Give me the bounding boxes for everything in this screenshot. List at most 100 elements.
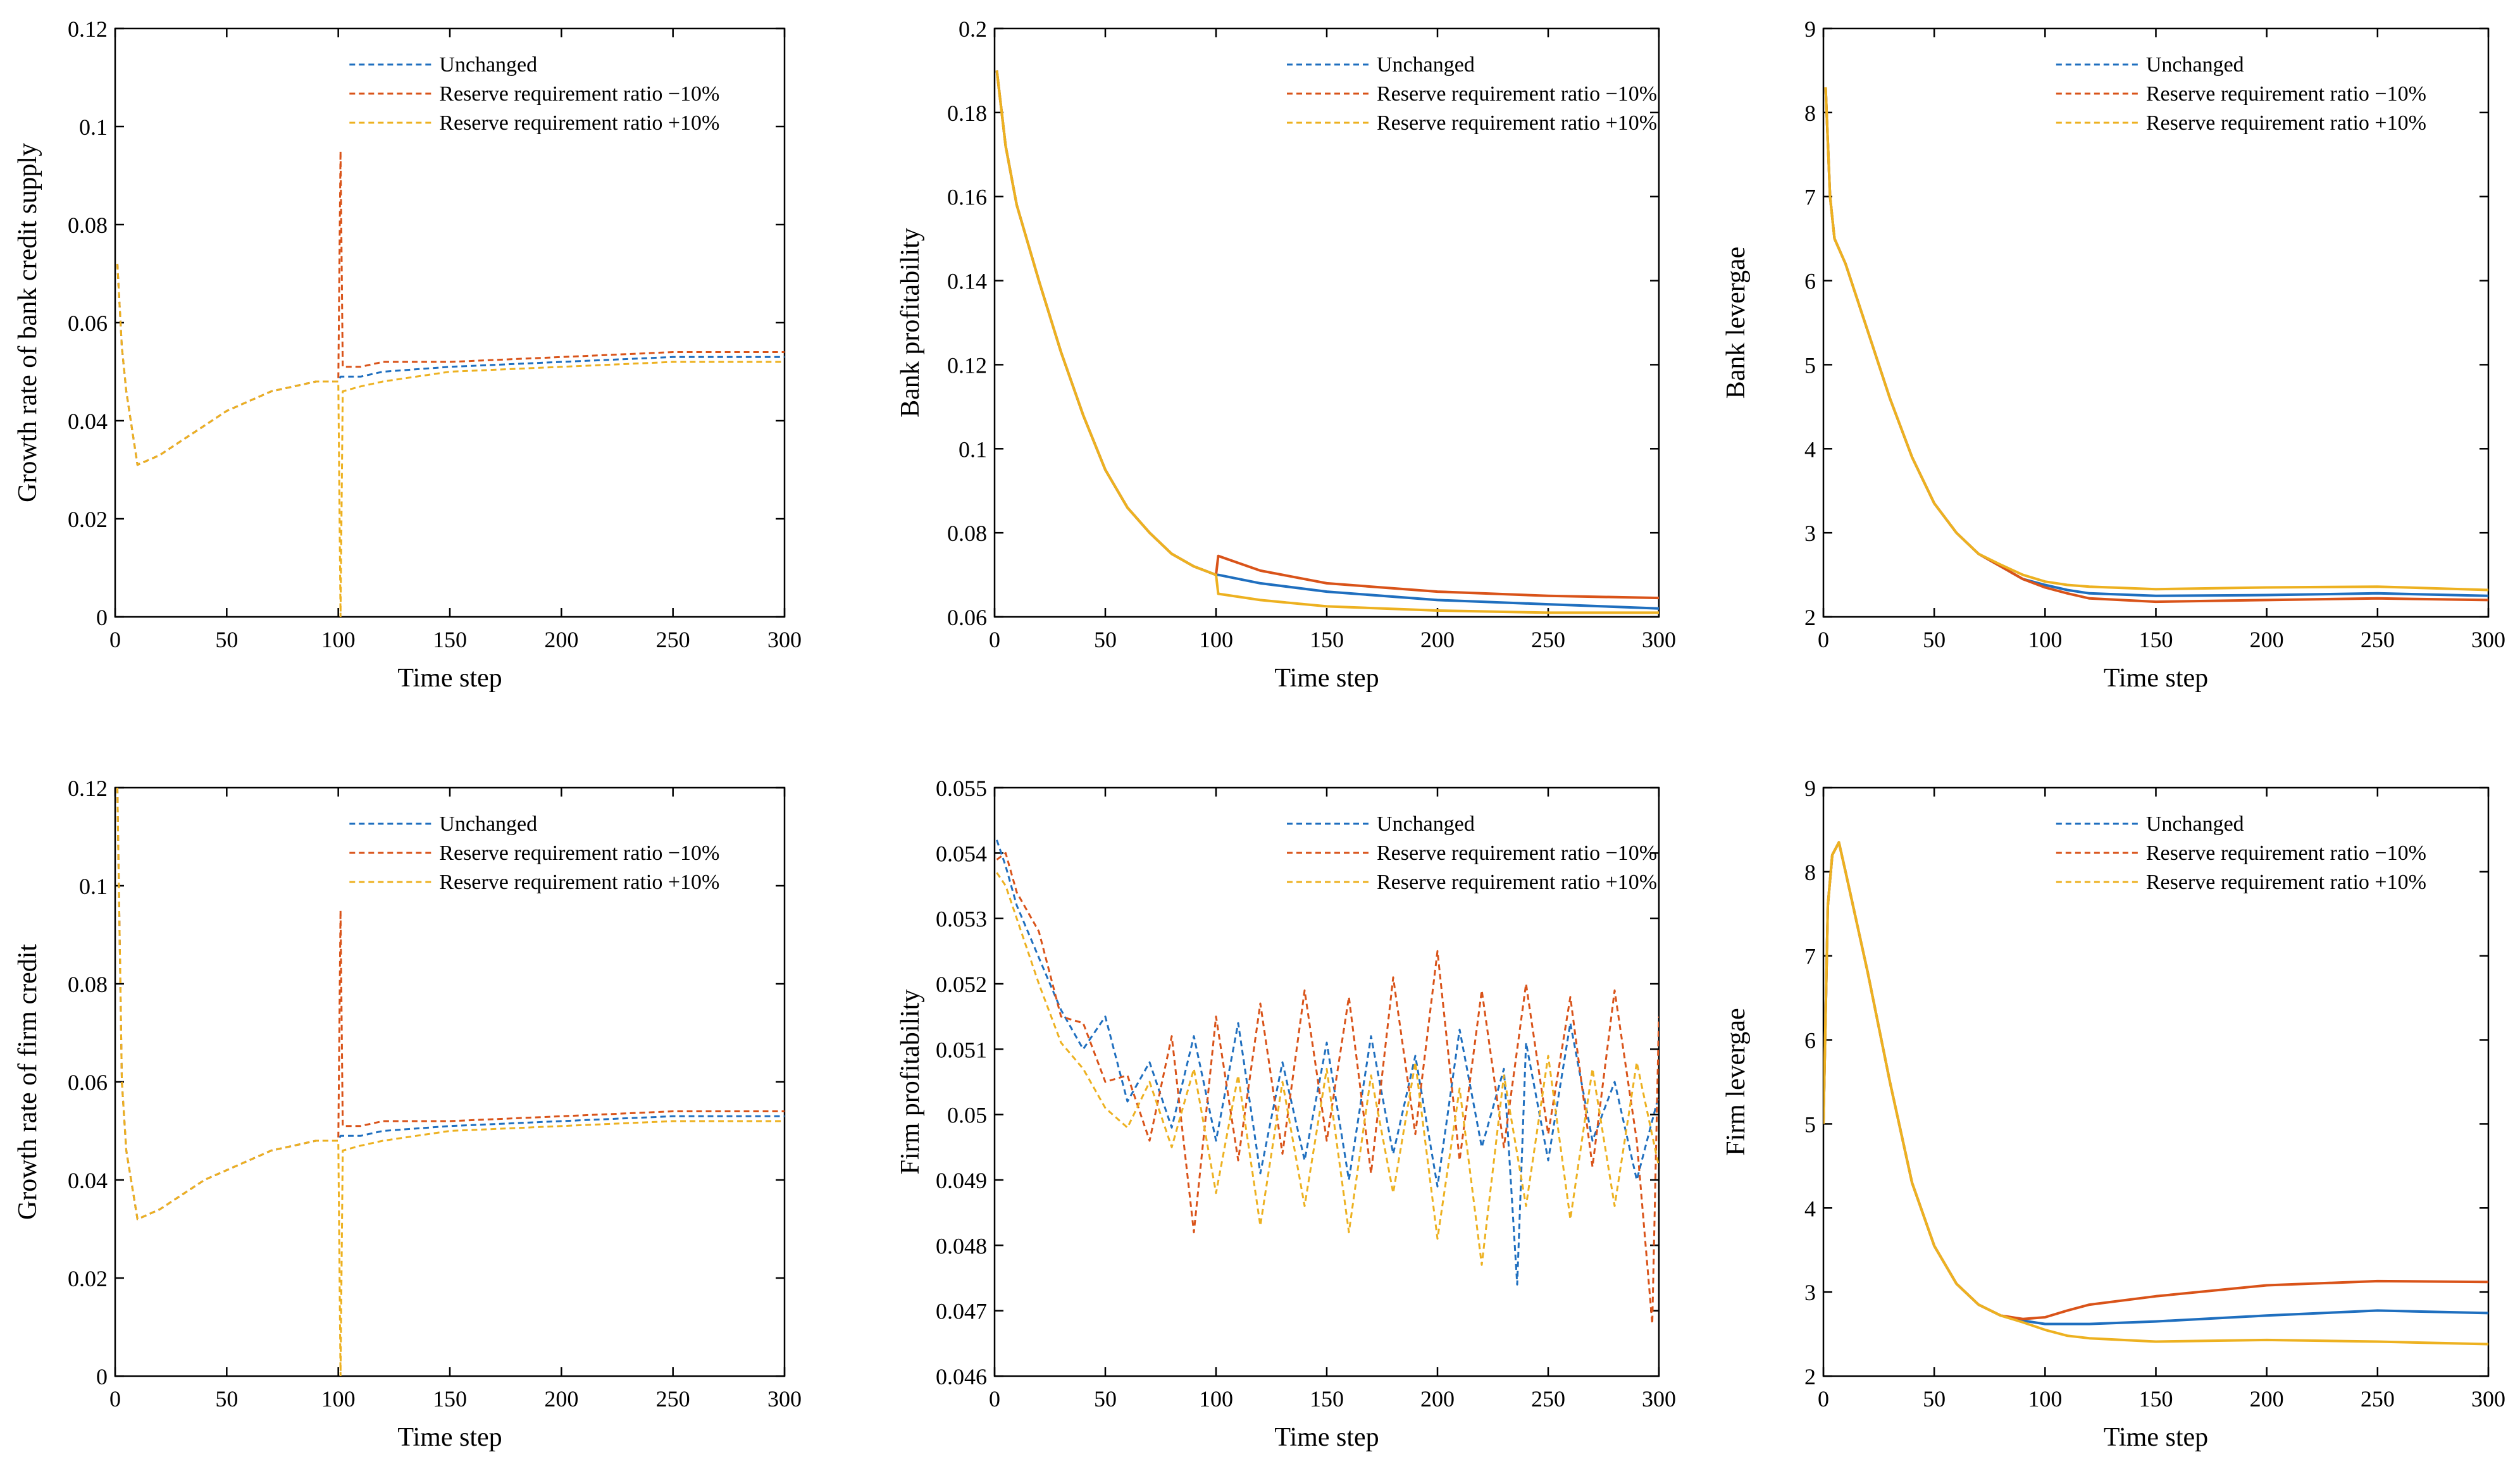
y-tick-label: 0.16 xyxy=(947,185,987,210)
y-tick-label: 6 xyxy=(1804,269,1816,294)
y-tick-label: 0.051 xyxy=(936,1037,987,1062)
legend-label: Reserve requirement ratio −10% xyxy=(1377,841,1657,865)
series-line-3 xyxy=(116,263,785,617)
x-tick-label: 250 xyxy=(1531,1386,1565,1412)
legend-label: Unchanged xyxy=(439,812,537,836)
y-tick-label: 0.18 xyxy=(947,101,987,126)
x-tick-label: 0 xyxy=(989,627,1000,652)
y-tick-label: 0.08 xyxy=(947,521,987,546)
y-tick-label: 0.08 xyxy=(68,213,108,238)
x-tick-label: 50 xyxy=(1094,1386,1117,1412)
legend-label: Reserve requirement ratio +10% xyxy=(1377,111,1657,135)
series-line-1 xyxy=(1824,87,2488,597)
y-tick-label: 0.047 xyxy=(936,1299,987,1324)
legend-label: Reserve requirement ratio −10% xyxy=(439,841,719,865)
panel-5: 0 50 100 150 200 250 300 0.046 0.047 0.048 0.049 0.… xyxy=(896,776,1676,1452)
y-tick-label: 5 xyxy=(1804,352,1816,378)
panel-4: 0 50 100 150 200 250 300 0 0.02 0.04 0.06 0.08 0.1 0.… xyxy=(13,776,802,1452)
x-tick-label: 250 xyxy=(1531,627,1565,652)
x-axis-label: Time step xyxy=(397,1423,502,1452)
x-tick-label: 0 xyxy=(989,1386,1000,1412)
x-tick-label: 0 xyxy=(1818,627,1829,652)
y-tick-label: 0.1 xyxy=(959,437,987,462)
y-tick-label: 0.12 xyxy=(68,16,108,42)
x-tick-label: 250 xyxy=(656,627,690,652)
x-tick-label: 100 xyxy=(2028,1386,2062,1412)
series-line-2 xyxy=(1823,841,2488,1320)
x-axis-label: Time step xyxy=(1274,664,1379,693)
y-tick-label: 0.049 xyxy=(936,1168,987,1193)
x-tick-label: 200 xyxy=(544,627,578,652)
y-tick-label: 0.12 xyxy=(68,776,108,801)
y-tick-label: 0.06 xyxy=(68,1070,108,1095)
y-tick-label: 0.1 xyxy=(79,874,108,899)
x-tick-label: 50 xyxy=(215,1386,238,1412)
legend-label: Unchanged xyxy=(2146,812,2244,836)
series-line-3 xyxy=(1823,841,2488,1346)
panel-6: 0 50 100 150 200 250 300 2 3 4 5 6 7 8 9 Time step Firm … xyxy=(1722,776,2505,1452)
legend-label: Reserve requirement ratio −10% xyxy=(1377,82,1657,106)
x-tick-label: 250 xyxy=(2361,1386,2395,1412)
legend-label: Unchanged xyxy=(1377,53,1475,77)
series-line-1 xyxy=(995,70,1659,610)
x-tick-label: 300 xyxy=(767,1386,802,1412)
x-tick-label: 50 xyxy=(1094,627,1117,652)
y-tick-label: 0.054 xyxy=(936,841,987,866)
x-tick-label: 150 xyxy=(1310,627,1344,652)
x-tick-label: 300 xyxy=(1642,1386,1676,1412)
y-tick-label: 0.052 xyxy=(936,972,987,997)
y-tick-label: 0.053 xyxy=(936,907,987,932)
y-tick-label: 0.12 xyxy=(947,352,987,378)
x-tick-label: 300 xyxy=(2471,1386,2505,1412)
y-axis-label: Bank levergae xyxy=(1722,247,1751,399)
x-axis-label: Time step xyxy=(2104,1423,2208,1452)
x-axis-label: Time step xyxy=(397,664,502,693)
y-tick-label: 8 xyxy=(1804,860,1816,885)
series-line-2 xyxy=(996,852,1659,1325)
x-tick-label: 0 xyxy=(1818,1386,1829,1412)
legend-label: Reserve requirement ratio +10% xyxy=(2146,871,2426,894)
series-line-1 xyxy=(116,263,785,466)
y-axis-label: Growth rate of bank credit supply xyxy=(13,143,42,502)
y-tick-label: 7 xyxy=(1804,944,1816,969)
legend-label: Reserve requirement ratio +10% xyxy=(439,871,719,894)
y-axis-label: Firm levergae xyxy=(1722,1008,1751,1156)
legend-label: Reserve requirement ratio −10% xyxy=(439,82,719,106)
series-line-3 xyxy=(995,70,1659,614)
legend-label: Unchanged xyxy=(2146,53,2244,77)
y-tick-label: 0.046 xyxy=(936,1364,987,1389)
series-line-3 xyxy=(1824,87,2488,592)
y-axis-label: Growth rate of firm credit xyxy=(13,944,42,1220)
x-tick-label: 100 xyxy=(1199,627,1233,652)
x-tick-label: 150 xyxy=(2139,1386,2173,1412)
x-axis-label: Time step xyxy=(2104,664,2208,693)
x-tick-label: 300 xyxy=(767,627,802,652)
y-tick-label: 0.055 xyxy=(936,776,987,801)
y-tick-label: 0.04 xyxy=(68,1168,108,1193)
x-tick-label: 300 xyxy=(2471,627,2505,652)
x-tick-label: 100 xyxy=(1199,1386,1233,1412)
x-tick-label: 0 xyxy=(109,627,121,652)
series-line-3 xyxy=(996,872,1659,1266)
y-tick-label: 9 xyxy=(1804,776,1816,801)
y-axis-label: Bank profitability xyxy=(896,228,925,418)
legend-label: Reserve requirement ratio +10% xyxy=(2146,111,2426,135)
y-tick-label: 4 xyxy=(1804,437,1816,462)
x-tick-label: 50 xyxy=(1923,1386,1946,1412)
x-tick-label: 200 xyxy=(2250,1386,2284,1412)
y-tick-label: 8 xyxy=(1804,101,1816,126)
y-tick-label: 0.1 xyxy=(79,115,108,140)
y-tick-label: 2 xyxy=(1804,1364,1816,1389)
y-tick-label: 0.048 xyxy=(936,1233,987,1258)
x-tick-label: 200 xyxy=(2250,627,2284,652)
y-tick-label: 0.02 xyxy=(68,1266,108,1291)
panel-1: 0 50 100 150 200 250 300 0 0.02 0.04 0.06 0.08 0.1 0.… xyxy=(13,16,802,693)
x-tick-label: 200 xyxy=(544,1386,578,1412)
x-tick-label: 50 xyxy=(1923,627,1946,652)
x-tick-label: 250 xyxy=(2361,627,2395,652)
series-line-1 xyxy=(1823,841,2488,1325)
y-axis-label: Firm profitability xyxy=(896,990,925,1175)
y-tick-label: 0.04 xyxy=(68,409,108,434)
y-tick-label: 7 xyxy=(1804,185,1816,210)
x-tick-label: 150 xyxy=(2139,627,2173,652)
